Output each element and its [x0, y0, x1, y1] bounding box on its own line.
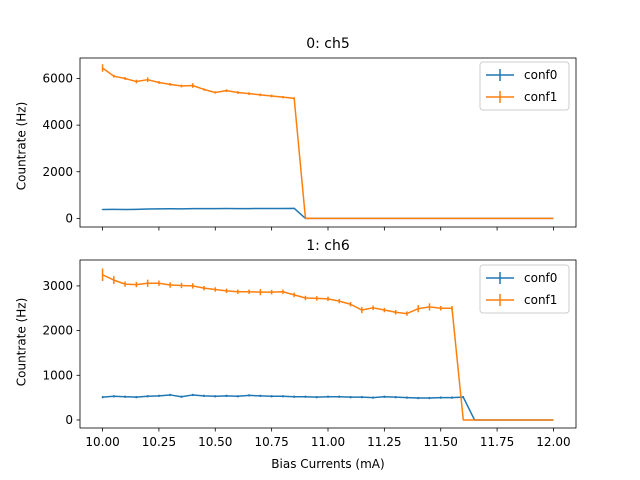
subplot-0-plot-area: 0 2000 4000 6000 — [42, 57, 577, 231]
legend-label-conf1: conf1 — [524, 90, 557, 104]
subplot-1-ylabel: Countrate (Hz) — [15, 298, 29, 387]
subplot-0-ylabel: Countrate (Hz) — [15, 102, 29, 191]
subplot-0: 0: ch5 Countrate (Hz) 0 2000 4000 6000 conf… — [15, 36, 577, 231]
x-tick-label: 11.50 — [424, 435, 458, 449]
y-tick-label: 0 — [65, 211, 73, 225]
series-conf1 — [101, 268, 554, 421]
series-conf0 — [101, 393, 554, 421]
series-conf1 — [101, 64, 554, 220]
y-tick-label: 0 — [65, 413, 73, 427]
subplot-1-plot-area: 0 1000 2000 3000 10.00 10.25 10.50 10.75 11.00 11… — [42, 259, 577, 449]
y-tick-label: 3000 — [42, 279, 73, 293]
series-line-conf0 — [102, 207, 554, 220]
subplot-1-legend: conf0 conf1 — [479, 264, 570, 314]
x-tick-label: 11.25 — [367, 435, 401, 449]
y-tick-label: 2000 — [42, 324, 73, 338]
y-tick-label: 4000 — [42, 118, 73, 132]
x-tick-label: 11.00 — [311, 435, 345, 449]
x-tick-label: 11.75 — [480, 435, 514, 449]
axes-frame — [79, 57, 577, 228]
subplot-1: 1: ch6 Countrate (Hz) Bias Currents (mA)… — [15, 238, 577, 471]
series-conf0 — [101, 207, 554, 220]
x-tick-label: 12.00 — [536, 435, 570, 449]
x-tick-label: 10.75 — [254, 435, 288, 449]
subplot-0-legend: conf0 conf1 — [479, 61, 570, 111]
x-tick-label: 10.50 — [198, 435, 232, 449]
legend-frame — [479, 264, 570, 314]
x-tick-label: 10.25 — [142, 435, 176, 449]
legend-frame — [479, 61, 570, 111]
series-line-conf1 — [102, 67, 554, 220]
subplot-0-title: 0: ch5 — [306, 36, 350, 52]
x-tick-label: 10.00 — [85, 435, 119, 449]
subplot-1-title: 1: ch6 — [306, 238, 350, 254]
legend-label-conf0: conf0 — [524, 68, 557, 82]
y-tick-label: 1000 — [42, 368, 73, 382]
subplot-1-xlabel: Bias Currents (mA) — [271, 457, 384, 471]
axes-frame — [79, 259, 577, 429]
y-tick-label: 2000 — [42, 165, 73, 179]
legend-label-conf1: conf1 — [524, 293, 557, 307]
legend-label-conf0: conf0 — [524, 271, 557, 285]
y-tick-label: 6000 — [42, 72, 73, 86]
